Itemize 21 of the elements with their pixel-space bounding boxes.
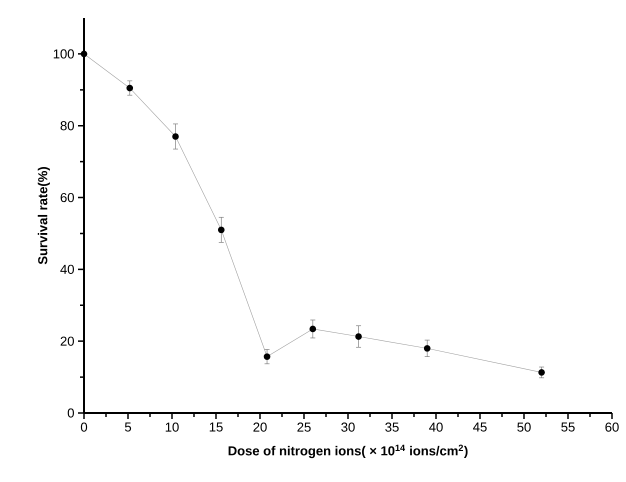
x-tick-label: 40 <box>429 422 443 432</box>
x-tick-label: 25 <box>297 422 311 432</box>
x-tick-label: 45 <box>473 422 487 432</box>
y-axis-title: Survival rate(%) <box>38 167 50 264</box>
y-tick-label: 40 <box>60 264 74 274</box>
x-tick-label: 15 <box>210 422 223 432</box>
x-tick-label: 55 <box>561 422 575 432</box>
y-tick-label: 60 <box>60 192 74 202</box>
x-tick-label: 60 <box>605 422 619 432</box>
x-tick-label: 0 <box>80 422 88 432</box>
x-tick-label: 10 <box>166 422 179 432</box>
x-tick-label: 20 <box>253 422 267 432</box>
y-tick-label: 20 <box>60 336 74 346</box>
y-tick-label: 80 <box>60 121 74 130</box>
x-axis-title: Dose of nitrogen ions( × 10$^{14}$ ions/cm$^{2}$) <box>228 444 468 458</box>
x-tick-label: 50 <box>517 422 531 432</box>
y-tick-label: 0 <box>68 408 74 418</box>
x-tick-label: 5 <box>124 422 132 432</box>
y-tick-label: 100 <box>54 49 74 59</box>
x-tick-label: 35 <box>385 422 399 432</box>
x-tick-label: 30 <box>341 422 355 432</box>
